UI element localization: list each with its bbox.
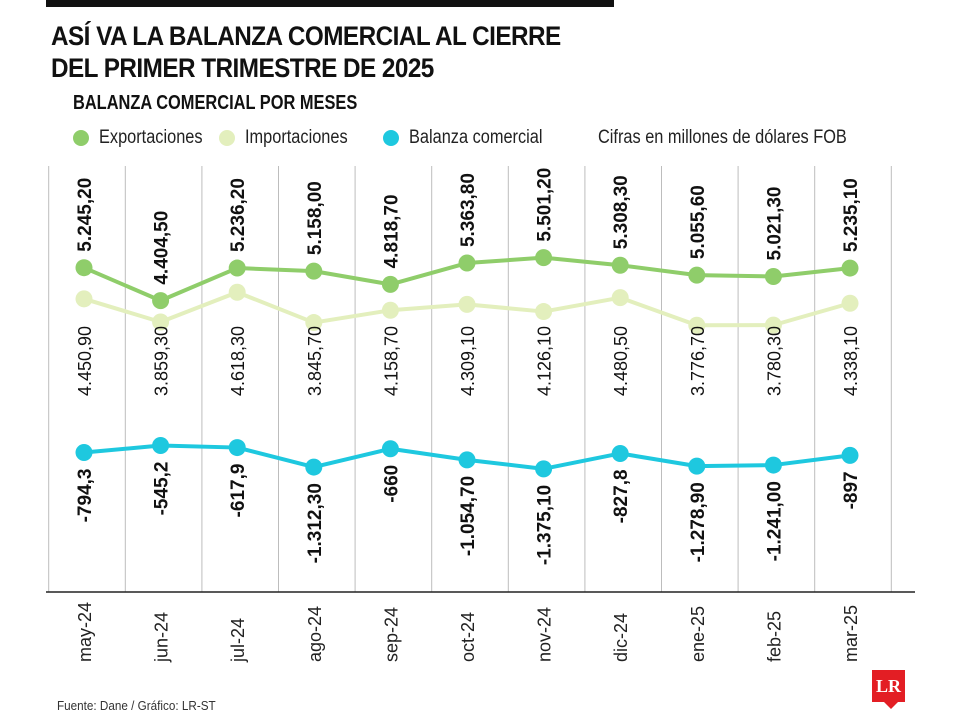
x-tick-label: dic-24 — [611, 613, 631, 662]
x-tick-label: ene-25 — [688, 606, 708, 662]
legend-exports-label: Exportaciones — [99, 127, 203, 148]
x-tick-label: oct-24 — [458, 612, 478, 662]
balance-data-label: -897 — [841, 471, 862, 509]
balance-point — [611, 444, 629, 462]
exports-data-label: 4.404,50 — [152, 211, 173, 285]
x-tick-label: jun-24 — [152, 612, 172, 663]
legend-imports-dot-icon — [219, 130, 235, 146]
imports-data-label: 4.126,10 — [535, 326, 555, 396]
exports-point — [841, 259, 859, 277]
balance-data-label: -827,8 — [611, 469, 632, 523]
exports-point — [381, 275, 399, 293]
balance-data-label: -617,9 — [228, 464, 249, 518]
legend-balance-label: Balanza comercial — [409, 127, 543, 148]
imports-data-label: 4.618,30 — [228, 326, 248, 396]
exports-data-label: 5.501,20 — [535, 168, 556, 242]
page-title: ASÍ VA LA BALANZA COMERCIAL AL CIERRE DE… — [51, 20, 561, 84]
balance-data-label: -1.241,00 — [764, 481, 785, 561]
balance-point — [688, 457, 706, 475]
exports-point — [152, 292, 170, 310]
x-tick-label: feb-25 — [764, 611, 784, 662]
x-tick-label: ago-24 — [305, 606, 325, 662]
legend-exports-dot-icon — [73, 130, 89, 146]
legend-balance-dot-icon — [383, 130, 399, 146]
x-tick-label: nov-24 — [535, 607, 555, 662]
imports-data-label: 3.776,70 — [688, 326, 708, 396]
exports-point — [305, 262, 323, 280]
imports-point — [381, 301, 399, 319]
imports-point — [152, 313, 170, 331]
exports-point — [764, 267, 782, 285]
x-tick-label: sep-24 — [381, 607, 401, 662]
exports-point — [535, 249, 553, 267]
exports-data-label: 5.308,30 — [611, 175, 632, 249]
title-line-2: DEL PRIMER TRIMESTRE DE 2025 — [51, 53, 434, 83]
balance-point — [75, 444, 93, 462]
exports-data-label: 5.245,20 — [75, 178, 96, 252]
balance-point — [535, 460, 553, 478]
imports-data-label: 4.480,50 — [611, 326, 631, 396]
imports-point — [841, 294, 859, 312]
balance-point — [764, 456, 782, 474]
balance-data-label: -794,3 — [75, 469, 96, 523]
exports-point — [75, 259, 93, 277]
imports-point — [75, 290, 93, 308]
balance-data-label: -545,2 — [152, 462, 173, 516]
imports-data-label: 4.338,10 — [841, 326, 861, 396]
lr-logo: LR — [872, 670, 905, 709]
title-line-1: ASÍ VA LA BALANZA COMERCIAL AL CIERRE — [51, 21, 561, 51]
legend-item-balance: Balanza comercial — [383, 127, 564, 149]
imports-point — [764, 316, 782, 334]
balance-point — [305, 458, 323, 476]
exports-data-label: 5.236,20 — [228, 178, 249, 252]
imports-data-label: 3.859,30 — [152, 326, 172, 396]
balance-point — [381, 440, 399, 458]
imports-data-label: 4.158,70 — [381, 326, 401, 396]
balance-point — [228, 439, 246, 457]
units-note: Cifras en millones de dólares FOB — [598, 127, 847, 148]
balance-data-label: -1.312,30 — [305, 483, 326, 563]
exports-point — [688, 266, 706, 284]
exports-data-label: 5.158,00 — [305, 181, 326, 255]
exports-point — [611, 256, 629, 274]
imports-point — [458, 295, 476, 313]
balance-data-label: -1.278,90 — [688, 482, 709, 562]
exports-point — [458, 254, 476, 272]
exports-data-label: 5.363,80 — [458, 173, 479, 247]
imports-point — [228, 283, 246, 301]
exports-data-label: 5.021,30 — [764, 186, 785, 260]
balance-point — [458, 451, 476, 469]
chart-subtitle: BALANZA COMERCIAL POR MESES — [73, 92, 358, 114]
x-tick-label: may-24 — [75, 602, 95, 662]
imports-data-label: 4.309,10 — [458, 326, 478, 396]
x-tick-label: mar-25 — [841, 605, 861, 662]
imports-point — [611, 289, 629, 307]
x-tick-label: jul-24 — [228, 618, 248, 663]
imports-data-label: 4.450,90 — [75, 326, 95, 396]
imports-point — [535, 303, 553, 321]
top-rule — [46, 0, 614, 7]
imports-point — [305, 314, 323, 332]
balance-data-label: -1.054,70 — [458, 476, 479, 556]
exports-data-label: 5.235,10 — [841, 178, 862, 252]
exports-data-label: 5.055,60 — [688, 185, 709, 259]
balance-point — [152, 437, 170, 455]
exports-point — [228, 259, 246, 277]
imports-data-label: 3.780,30 — [764, 326, 784, 396]
exports-data-label: 4.818,70 — [381, 194, 402, 268]
source-note: Fuente: Dane / Gráfico: LR-ST — [57, 698, 216, 713]
balance-data-label: -660 — [381, 465, 402, 503]
balance-data-label: -1.375,10 — [535, 485, 556, 565]
legend-item-exports: Exportaciones — [73, 127, 219, 149]
balance-point — [841, 446, 859, 464]
imports-data-label: 3.845,70 — [305, 326, 325, 396]
legend-imports-label: Importaciones — [245, 127, 348, 148]
legend-item-imports: Importaciones — [219, 127, 364, 149]
imports-point — [688, 316, 706, 334]
